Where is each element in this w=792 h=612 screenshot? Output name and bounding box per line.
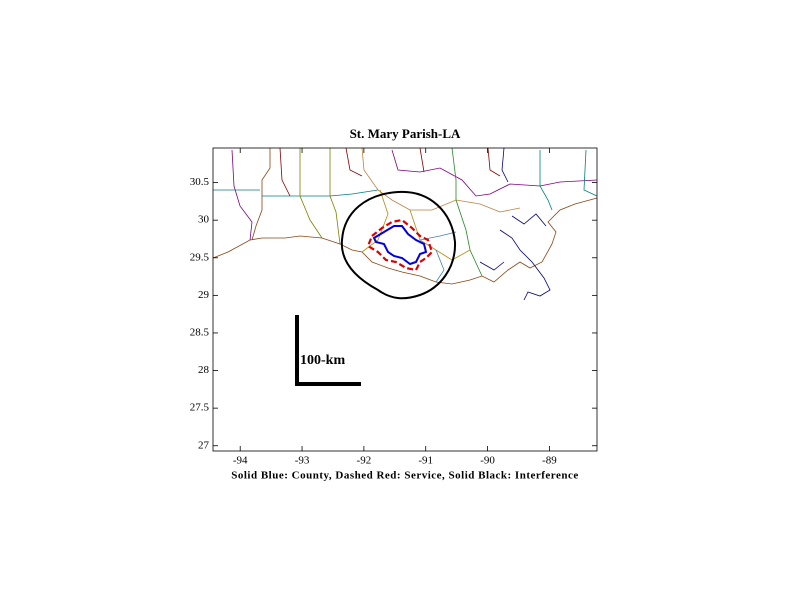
x-tick-label: -91 [418, 455, 433, 467]
x-tick-label: -92 [357, 455, 372, 467]
scale-label: 100-km [300, 353, 345, 368]
interference-contour [340, 190, 457, 300]
plot-frame [212, 147, 598, 452]
x-tick-label: -89 [542, 455, 557, 467]
x-tick-label: -94 [233, 455, 248, 467]
y-tick-label: 30.5 [190, 176, 210, 188]
county-outline [372, 225, 428, 266]
x-axis-label: Solid Blue: County, Dashed Red: Service,… [231, 470, 579, 482]
chart-title: St. Mary Parish-LA [350, 126, 461, 141]
y-tick-label: 28 [198, 364, 210, 376]
scale-bar [295, 315, 361, 386]
service-contour [366, 218, 434, 272]
y-tick-label: 27 [198, 439, 210, 451]
y-tick-label: 28.5 [190, 326, 210, 338]
x-tick-label: -93 [295, 455, 310, 467]
x-tick-label: -90 [480, 455, 495, 467]
y-tick-label: 30 [198, 214, 210, 226]
y-tick-label: 27.5 [190, 402, 210, 414]
y-tick-label: 29 [198, 289, 210, 301]
y-tick-label: 29.5 [190, 251, 210, 263]
